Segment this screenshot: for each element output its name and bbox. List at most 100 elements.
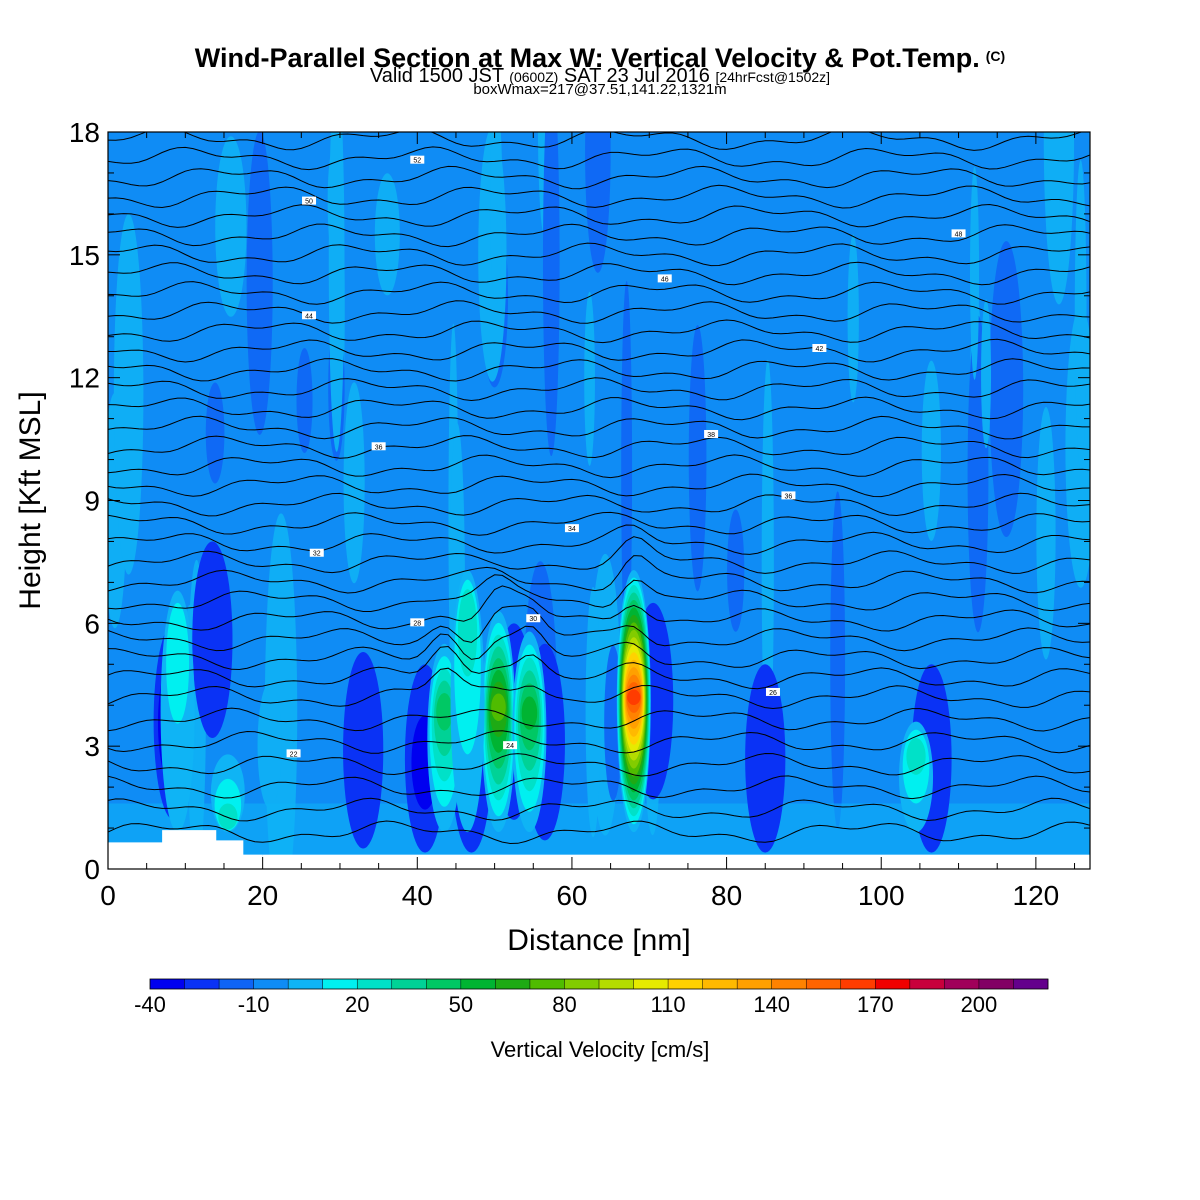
colorbar-tick-label: 20 xyxy=(345,992,369,1017)
theta-line xyxy=(108,625,1090,671)
theta-label: 28 xyxy=(413,620,421,627)
w-streak xyxy=(328,132,345,452)
theta-line xyxy=(108,454,1090,479)
colorbar-bin xyxy=(737,979,772,989)
w-level xyxy=(627,689,641,705)
theta-line xyxy=(108,338,1090,363)
theta-line xyxy=(108,604,1090,652)
colorbar-bin xyxy=(633,979,669,989)
downdraft-core xyxy=(192,541,233,738)
theta-label-bg xyxy=(657,274,672,283)
theta-label-bg xyxy=(765,687,780,696)
colorbar-bin xyxy=(150,979,185,989)
x-tick-label: 100 xyxy=(858,880,905,911)
colorbar-bin xyxy=(806,979,842,989)
theta-line xyxy=(108,555,1090,594)
w-streak xyxy=(921,360,941,542)
w-streak xyxy=(761,359,774,765)
theta-line xyxy=(108,730,1090,754)
w-streak xyxy=(981,299,992,449)
w-level xyxy=(218,803,238,830)
colorbar-bin xyxy=(944,979,980,989)
theta-line xyxy=(108,473,1090,498)
w-streak xyxy=(343,382,365,584)
theta-label-bg xyxy=(781,491,796,500)
w-streak xyxy=(1036,407,1056,660)
colorbar-bin xyxy=(495,979,531,989)
chart-subtitle: Valid 1500 JST (0600Z) SAT 23 Jul 2016 [… xyxy=(0,66,1200,87)
theta-line xyxy=(108,165,1090,190)
w-streak xyxy=(205,382,225,484)
colorbar-bin xyxy=(357,979,393,989)
updraft-core xyxy=(899,721,934,833)
colorbar-tick-label: 140 xyxy=(753,992,790,1017)
x-tick-label: 20 xyxy=(247,880,278,911)
colorbar-bin xyxy=(875,979,911,989)
updraft-core xyxy=(160,590,195,833)
w-level xyxy=(906,737,926,775)
w-streak xyxy=(989,241,1024,538)
theta-label-bg xyxy=(503,741,518,750)
w-streak xyxy=(246,132,273,435)
theta-line xyxy=(108,415,1090,440)
theta-line xyxy=(108,435,1090,459)
w-streak xyxy=(490,132,503,305)
theta-line xyxy=(108,492,1090,517)
colorbar-bin xyxy=(599,979,634,989)
y-tick-label: 18 xyxy=(69,117,100,148)
colorbar-bin xyxy=(322,979,358,989)
theta-label-bg xyxy=(564,524,579,533)
colorbar-bin xyxy=(426,979,462,989)
y-tick-label: 0 xyxy=(84,854,100,885)
theta-line xyxy=(108,358,1090,382)
chart-subsubtitle: boxWmax=217@37.51,141.22,1321m xyxy=(473,81,727,98)
colorbar-tick-label: -10 xyxy=(238,992,270,1017)
w-streak xyxy=(847,234,859,403)
colorbar-tick-label: 110 xyxy=(651,992,686,1017)
w-level xyxy=(436,692,453,731)
w-level xyxy=(457,589,478,677)
colorbar-bin xyxy=(391,979,427,989)
theta-label-bg xyxy=(526,614,541,623)
theta-line xyxy=(108,585,1090,632)
theta-line xyxy=(108,574,1090,612)
colorbar-bin xyxy=(840,979,876,989)
x-tick-label: 0 xyxy=(100,880,116,911)
theta-label: 26 xyxy=(769,690,777,697)
colorbar-bin xyxy=(529,979,565,989)
theta-line xyxy=(108,524,1090,555)
updrafts xyxy=(160,570,934,833)
y-tick-label: 9 xyxy=(84,486,100,517)
ground-strip xyxy=(262,854,1090,869)
colorbar-bin xyxy=(184,979,220,989)
theta-label-bg xyxy=(371,442,386,451)
colorbar-bin xyxy=(668,979,703,989)
plot-area: 22 28 34 38 42 48 24 30 32 36 44 50 26 36 46 52 xyxy=(108,132,1090,869)
theta-line xyxy=(108,820,1090,845)
theta-line xyxy=(108,377,1090,402)
subtitle-date: SAT 23 Jul 2016 xyxy=(563,65,710,87)
colorbar-tick-label: 80 xyxy=(552,992,576,1017)
colorbar-bin xyxy=(978,979,1014,989)
theta-label-bg xyxy=(951,229,966,238)
colorbar-bin xyxy=(219,979,254,989)
w-level xyxy=(166,602,190,724)
theta-label-bg xyxy=(812,344,827,353)
theta-line xyxy=(108,184,1090,209)
theta-label-bg xyxy=(410,618,425,627)
theta-label: 24 xyxy=(506,743,514,750)
colorbar-bin xyxy=(771,979,807,989)
subtitle-forecast: [24hrFcst@1502z] xyxy=(715,69,831,85)
w-streak xyxy=(970,166,980,380)
downdraft-core xyxy=(745,664,786,853)
theta-label: 38 xyxy=(707,432,715,439)
theta-line xyxy=(108,752,1090,777)
theta-label: 34 xyxy=(568,526,576,533)
colorbar-bin xyxy=(253,979,289,989)
w-streak xyxy=(296,347,313,453)
theta-line xyxy=(108,797,1090,822)
downdraft-core xyxy=(343,651,384,849)
colorbar-tick-label: 170 xyxy=(857,992,894,1017)
